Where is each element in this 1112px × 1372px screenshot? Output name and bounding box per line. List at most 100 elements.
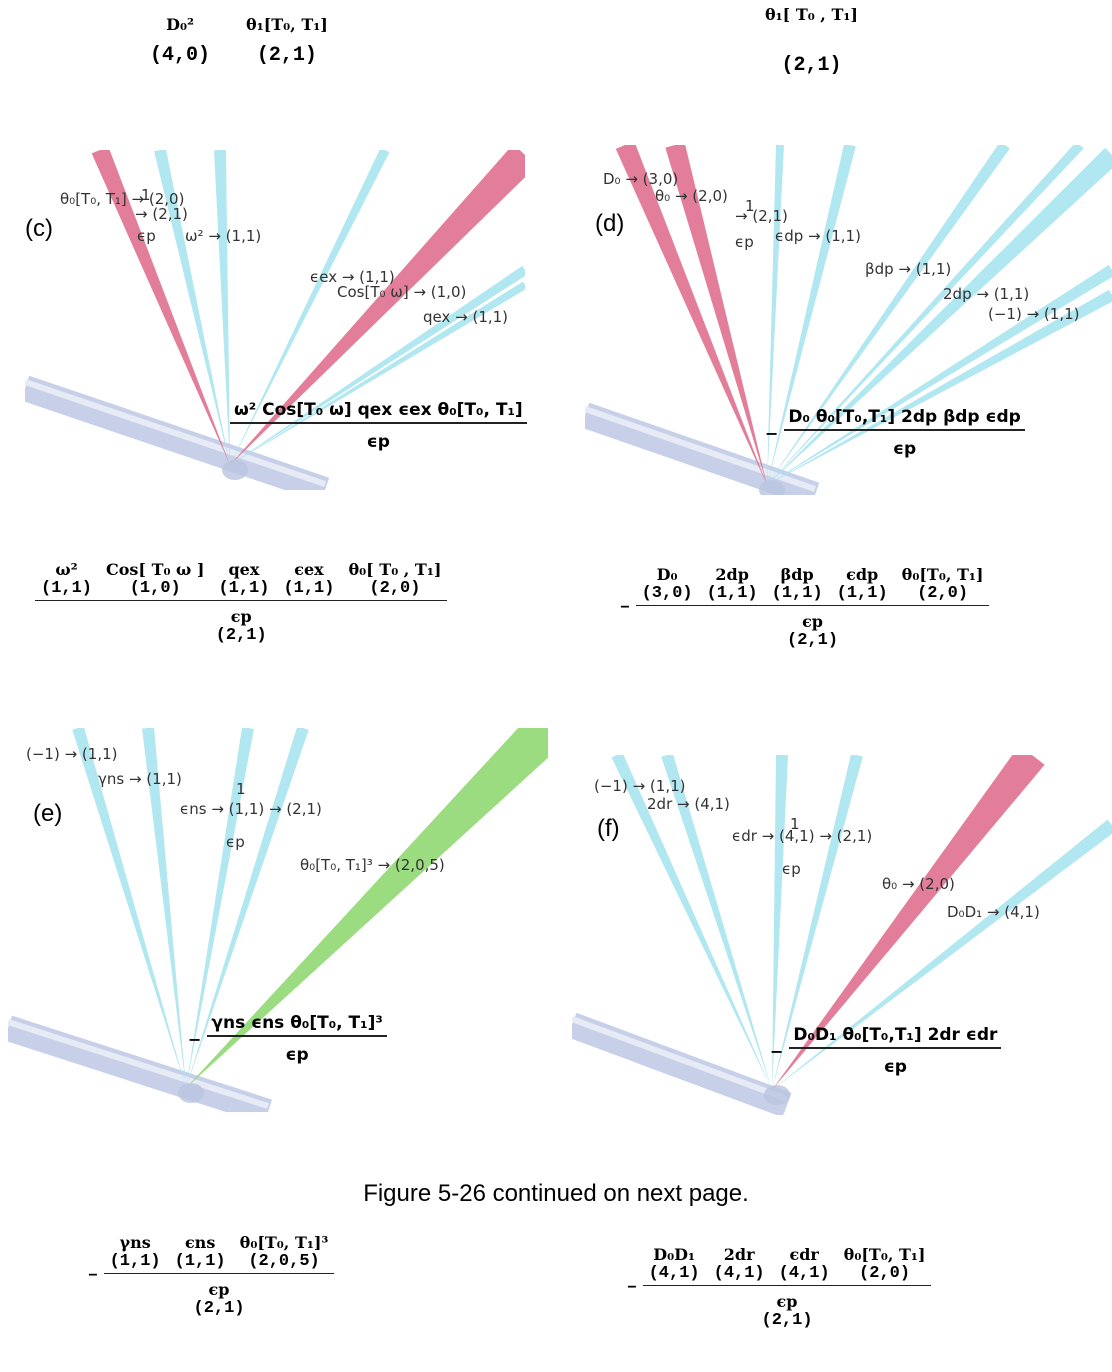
denominator: ϵp	[286, 1037, 309, 1065]
expansion: −γns(1,1)ϵns(1,1)θ₀[T₀, T₁]³(2,0,5)ϵp(2,…	[88, 1233, 334, 1318]
panel-label: (d)	[595, 210, 624, 238]
annotation: ϵp	[226, 833, 245, 851]
term: ϵex(1,1)	[283, 560, 334, 598]
term-tag: (1,1)	[175, 1252, 226, 1271]
term-symbol: θ₀[ T₀ , T₁]	[348, 560, 441, 579]
fraction: −D₀D₁ θ₀[T₀,T₁] 2dr ϵdrϵp	[770, 1025, 1001, 1077]
term: D₀² (4,0)	[150, 15, 210, 67]
term-tag: (2,0)	[859, 1264, 910, 1283]
term-symbol: ϵp	[802, 612, 823, 631]
term-symbol: D₀D₁	[653, 1245, 695, 1264]
numerator: D₀ θ₀[T₀,T₁] 2dp βdp ϵdp	[784, 407, 1024, 431]
term-tag: (2,1)	[781, 54, 841, 77]
numerator: D₀D₁ θ₀[T₀,T₁] 2dr ϵdr	[789, 1025, 1001, 1049]
term: qex(1,1)	[218, 560, 269, 598]
denominator: ϵp(2,1)	[194, 1280, 245, 1318]
annotation: D₀D₁ → (4,1)	[947, 903, 1040, 921]
term-tag: (1,1)	[837, 584, 888, 603]
annotation: ϵdr → (4,1) → (2,1)	[732, 827, 872, 845]
panel-label: (f)	[597, 815, 620, 843]
term-symbol: ϵdr	[789, 1245, 818, 1264]
term-symbol: βdp	[781, 565, 814, 584]
denominator: ϵp(2,1)	[762, 1292, 813, 1330]
term-tag: (4,0)	[150, 44, 210, 67]
numerator-row: ω²(1,1)Cos[ T₀ ω ](1,0)qex(1,1)ϵex(1,1)θ…	[35, 560, 447, 601]
sign: −	[627, 1279, 637, 1297]
rod-highlight	[572, 1019, 787, 1099]
annotation: (−1) → (1,1)	[594, 777, 685, 795]
annotation: (−1) → (1,1)	[26, 745, 117, 763]
term-tag: (1,1)	[283, 579, 334, 598]
diagram-panel: (f)(−1) → (1,1)2dr → (4,1)1ϵdr → (4,1) →…	[572, 755, 1112, 1115]
term-symbol: ϵdp	[846, 565, 878, 584]
numerator-row: D₀(3,0)2dp(1,1)βdp(1,1)ϵdp(1,1)θ₀[T₀, T₁…	[636, 565, 990, 606]
term-tag: (3,0)	[642, 584, 693, 603]
term-symbol: qex	[228, 560, 259, 579]
term-symbol: θ₀[T₀, T₁]	[844, 1245, 926, 1264]
term-symbol: ϵex	[294, 560, 323, 579]
term-symbol: θ₀[T₀, T₁]³	[240, 1233, 329, 1252]
panel-label: (c)	[25, 215, 53, 243]
denominator: ϵp(2,1)	[216, 607, 267, 645]
annotation: 1	[236, 780, 246, 798]
denominator: ϵp	[367, 424, 390, 452]
annotation: θ₀[T₀, T₁]³ → (2,0,5)	[300, 856, 445, 874]
annotation: (−1) → (1,1)	[988, 305, 1079, 323]
term-tag: (1,1)	[218, 579, 269, 598]
beam	[214, 150, 230, 465]
term: ϵns(1,1)	[175, 1233, 226, 1271]
term-tag: (4,1)	[779, 1264, 830, 1283]
term-symbol: ϵns	[185, 1233, 215, 1252]
term-tag: (2,1)	[194, 1299, 245, 1318]
annotation: ϵp	[137, 227, 156, 245]
annotation: → (2,1)	[135, 205, 188, 223]
fraction-body: γns(1,1)ϵns(1,1)θ₀[T₀, T₁]³(2,0,5)ϵp(2,1…	[104, 1233, 335, 1318]
term-tag: (2,1)	[216, 626, 267, 645]
term: θ₀[T₀, T₁](2,0)	[902, 565, 984, 603]
term: ϵdp(1,1)	[837, 565, 888, 603]
top-left-formula: D₀²(4,0)θ₁[T₀, T₁](2,1)	[150, 15, 328, 67]
term-tag: (2,1)	[762, 1311, 813, 1330]
term: ω²(1,1)	[41, 560, 92, 598]
annotation: D₀ → (3,0)	[603, 170, 678, 188]
term-symbol: 2dp	[715, 565, 749, 584]
numerator: γns ϵns θ₀[T₀, T₁]³	[207, 1013, 386, 1037]
numerator: ω² Cos[T₀ ω] qex ϵex θ₀[T₀, T₁]	[230, 400, 527, 424]
term: βdp(1,1)	[772, 565, 823, 603]
joint	[178, 1083, 204, 1103]
numerator-row: γns(1,1)ϵns(1,1)θ₀[T₀, T₁]³(2,0,5)	[104, 1233, 335, 1274]
term-tag: (1,1)	[772, 584, 823, 603]
annotation: θ₀ → (2,0)	[655, 187, 728, 205]
term-tag: (1,1)	[110, 1252, 161, 1271]
term-tag: (2,0,5)	[248, 1252, 319, 1271]
expansion: −D₀(3,0)2dp(1,1)βdp(1,1)ϵdp(1,1)θ₀[T₀, T…	[620, 565, 989, 650]
term-row: D₀²(4,0)θ₁[T₀, T₁](2,1)	[150, 15, 328, 67]
term-tag: (4,1)	[649, 1264, 700, 1283]
fraction-body: ω² Cos[T₀ ω] qex ϵex θ₀[T₀, T₁]ϵp	[230, 400, 527, 452]
term-symbol: D₀²	[166, 15, 194, 34]
term-symbol: ϵp	[777, 1292, 798, 1311]
term: D₀D₁(4,1)	[649, 1245, 700, 1283]
term-tag: (4,1)	[714, 1264, 765, 1283]
annotation: θ₀ → (2,0)	[882, 875, 955, 893]
caption: Figure 5-26 continued on next page.	[0, 1180, 1112, 1208]
fraction-body: D₀D₁(4,1)2dr(4,1)ϵdr(4,1)θ₀[T₀, T₁](2,0)…	[643, 1245, 932, 1330]
term-tag: (2,1)	[787, 631, 838, 650]
sign: −	[765, 424, 778, 443]
expansion: −D₀D₁(4,1)2dr(4,1)ϵdr(4,1)θ₀[T₀, T₁](2,0…	[627, 1245, 931, 1330]
term: 2dp(1,1)	[707, 565, 758, 603]
annotation: qex → (1,1)	[423, 308, 508, 326]
annotation: βdp → (1,1)	[865, 260, 951, 278]
term: D₀(3,0)	[642, 565, 693, 603]
term-tag: (1,0)	[130, 579, 181, 598]
term-symbol: ϵp	[209, 1280, 230, 1299]
joint	[222, 460, 248, 480]
numerator-row: D₀D₁(4,1)2dr(4,1)ϵdr(4,1)θ₀[T₀, T₁](2,0)	[643, 1245, 932, 1286]
annotation: 2dp → (1,1)	[943, 285, 1029, 303]
fraction-body: ω²(1,1)Cos[ T₀ ω ](1,0)qex(1,1)ϵex(1,1)θ…	[35, 560, 447, 645]
term: θ₀[T₀, T₁]³(2,0,5)	[240, 1233, 329, 1271]
term: θ₁[ T₀ , T₁](2,1)	[765, 5, 858, 77]
